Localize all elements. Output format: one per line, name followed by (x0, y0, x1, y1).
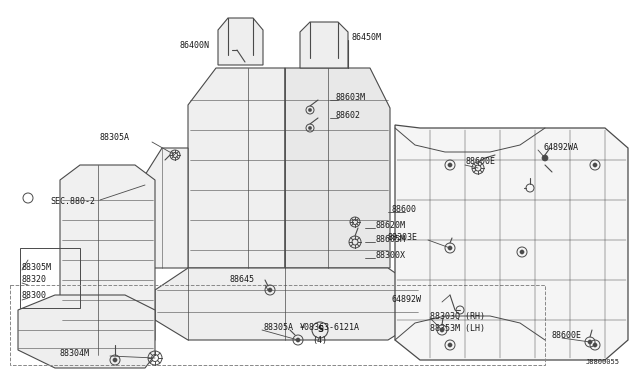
Text: 88320: 88320 (22, 276, 47, 285)
Text: 88304M: 88304M (60, 350, 90, 359)
Polygon shape (285, 68, 390, 268)
Polygon shape (60, 165, 155, 360)
Bar (20, 248, 80, 308)
Ellipse shape (448, 246, 452, 250)
Ellipse shape (542, 155, 548, 161)
Text: 88600E: 88600E (465, 157, 495, 167)
Ellipse shape (296, 338, 300, 342)
Polygon shape (155, 268, 420, 340)
Polygon shape (188, 68, 285, 268)
Text: 88605M: 88605M (376, 235, 406, 244)
Ellipse shape (113, 358, 117, 362)
Ellipse shape (593, 163, 597, 167)
Ellipse shape (593, 343, 597, 347)
Ellipse shape (448, 163, 452, 167)
Text: 88303E: 88303E (388, 234, 418, 243)
Text: SEC.880-2: SEC.880-2 (50, 198, 95, 206)
Ellipse shape (268, 288, 272, 292)
Text: 88600: 88600 (392, 205, 417, 215)
Text: 88645: 88645 (230, 276, 255, 285)
Text: 88353M (LH): 88353M (LH) (430, 324, 485, 333)
Ellipse shape (588, 340, 592, 344)
Text: 86450M: 86450M (352, 33, 382, 42)
Polygon shape (145, 148, 188, 268)
Bar (10, 285, 545, 365)
Text: S: S (317, 326, 323, 334)
Ellipse shape (440, 328, 444, 332)
Text: (4): (4) (312, 336, 327, 344)
Text: 88602: 88602 (336, 112, 361, 121)
Polygon shape (395, 125, 628, 360)
Text: J8800055: J8800055 (586, 359, 620, 365)
Text: 88300: 88300 (22, 292, 47, 301)
Polygon shape (218, 18, 263, 65)
Text: 64892WA: 64892WA (543, 144, 578, 153)
Text: 86400N: 86400N (180, 41, 210, 49)
Text: 88305M: 88305M (22, 263, 52, 273)
Ellipse shape (308, 108, 312, 112)
Polygon shape (300, 22, 348, 68)
Text: ¥08363-6121A: ¥08363-6121A (300, 324, 360, 333)
Text: 88303Q (RH): 88303Q (RH) (430, 311, 485, 321)
Text: 88620M: 88620M (376, 221, 406, 230)
Ellipse shape (448, 343, 452, 347)
Text: 88300X: 88300X (376, 250, 406, 260)
Text: 88305A: 88305A (264, 324, 294, 333)
Text: 88600E: 88600E (552, 331, 582, 340)
Ellipse shape (308, 126, 312, 130)
Ellipse shape (520, 250, 524, 254)
Text: 88305A: 88305A (100, 134, 130, 142)
Text: 64892W: 64892W (392, 295, 422, 305)
Polygon shape (18, 295, 155, 368)
Text: 88603M: 88603M (336, 93, 366, 103)
